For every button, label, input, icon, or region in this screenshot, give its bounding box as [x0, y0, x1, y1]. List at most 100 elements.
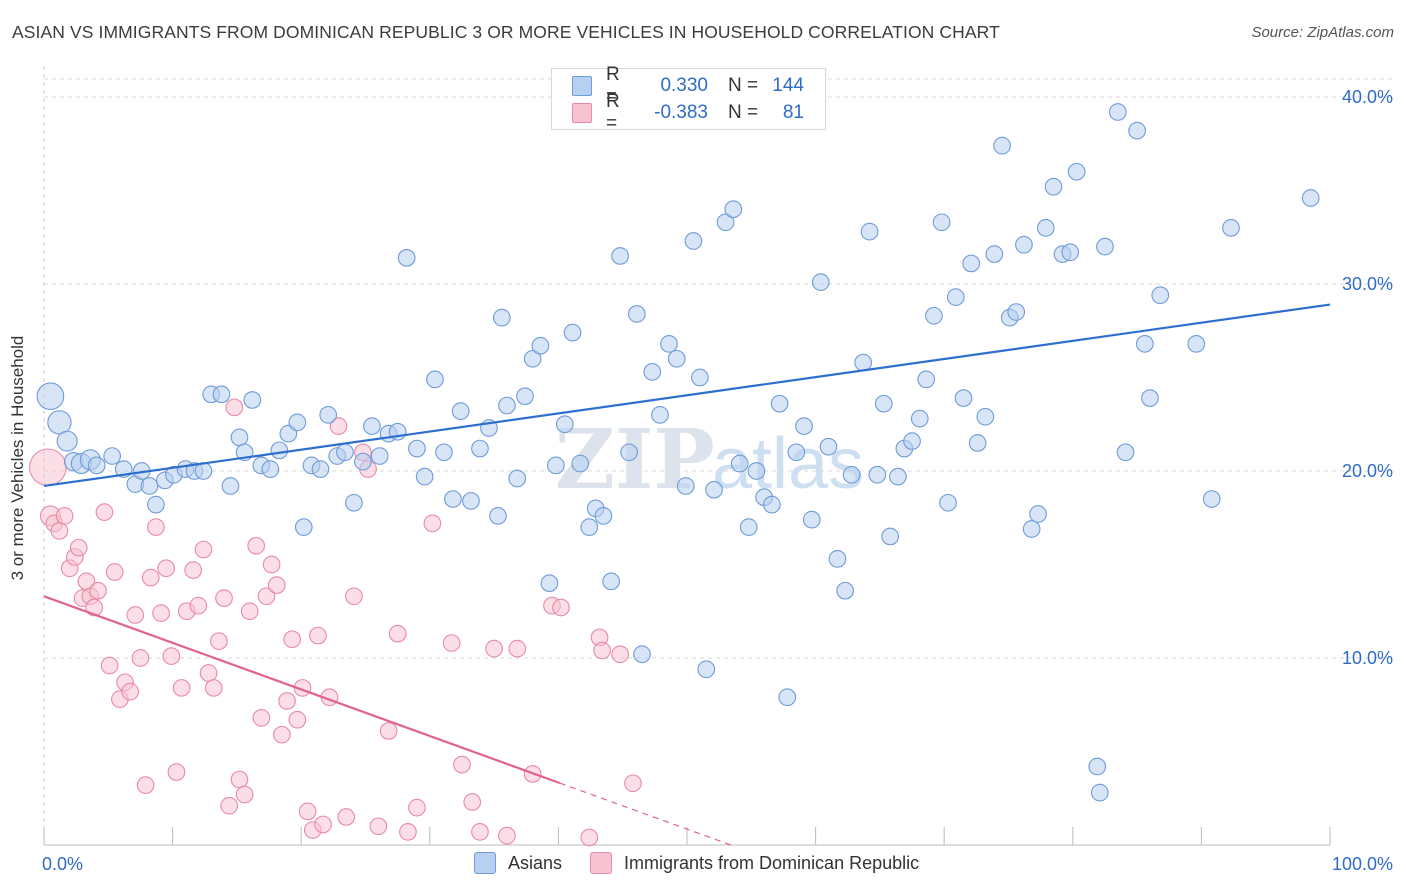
asians-swatch	[572, 76, 592, 96]
dominican-point	[278, 692, 296, 710]
dominican-point	[267, 576, 286, 594]
asian-point	[531, 336, 550, 355]
asian-point	[633, 645, 651, 664]
dominican-point	[283, 630, 302, 649]
dominican-point	[309, 626, 327, 645]
asian-point	[684, 232, 703, 250]
asian-point	[667, 349, 686, 368]
legend-item-asians[interactable]: Asians	[474, 852, 562, 874]
dominican-point	[100, 656, 119, 675]
asian-point	[580, 518, 599, 536]
asian-point	[435, 443, 453, 462]
asian-point	[370, 447, 389, 465]
stats-row-asians: R = 0.330 N = 144	[572, 64, 804, 107]
asian-point	[917, 370, 936, 389]
asian-point	[676, 477, 695, 495]
asian-point	[939, 493, 957, 512]
asian-point	[1036, 219, 1055, 237]
asian-point	[795, 417, 813, 435]
dominican-point	[408, 798, 426, 817]
asian-point	[787, 443, 806, 462]
asian-point	[56, 430, 78, 452]
stats-legend: R = 0.330 N = 144 R = -0.383 N = 81	[551, 64, 826, 134]
asian-point	[555, 415, 574, 434]
dominican-point	[262, 555, 281, 574]
asian-point	[1151, 286, 1170, 305]
asian-point	[319, 406, 338, 424]
dominican-point	[199, 664, 218, 682]
dominican-point	[580, 828, 599, 847]
n-value-dominican: 81	[782, 102, 804, 123]
asian-point	[489, 507, 507, 525]
asian-point	[976, 407, 995, 426]
x-tick-label: 100.0%	[1332, 854, 1393, 874]
asian-point	[1088, 757, 1107, 776]
n-label: N =	[728, 102, 759, 123]
asian-point	[594, 507, 613, 525]
asian-point	[523, 349, 542, 368]
asian-point	[462, 492, 480, 510]
y-tick-labels: 10.0% 20.0% 30.0% 40.0%	[1342, 87, 1393, 668]
asian-point	[881, 527, 900, 546]
asian-point	[660, 334, 678, 353]
dominican-point	[210, 632, 228, 651]
asian-point	[563, 323, 582, 342]
asian-point	[397, 248, 416, 267]
dominican-point	[50, 521, 69, 540]
y-axis-label: 3 or more Vehicles in Household	[8, 335, 27, 581]
dominican-point	[215, 589, 233, 608]
asian-point	[770, 394, 789, 413]
source-label: Source: ZipAtlas.com	[1251, 24, 1394, 41]
asian-point	[1096, 237, 1114, 256]
asian-point	[1015, 235, 1033, 254]
asian-point	[147, 495, 165, 514]
asian-point	[1007, 303, 1026, 321]
chart-title: ASIAN VS IMMIGRANTS FROM DOMINICAN REPUB…	[12, 22, 1000, 42]
asian-point	[1061, 243, 1080, 262]
r-label: R =	[606, 91, 620, 134]
asian-point	[1090, 783, 1109, 802]
x-tick-labels: 0.0% 100.0%	[42, 854, 1393, 874]
asian-point	[1135, 334, 1154, 353]
asian-point	[842, 465, 861, 484]
asian-point	[294, 518, 313, 536]
dominican-point	[147, 518, 165, 536]
legend-item-dominican[interactable]: Immigrants from Dominican Republic	[590, 852, 919, 874]
asian-point	[985, 245, 1004, 263]
dominican-point	[136, 776, 155, 795]
n-value-asians: 144	[772, 75, 804, 96]
asian-point	[230, 428, 249, 447]
dominican-point	[345, 587, 363, 606]
asian-point	[874, 394, 893, 413]
asian-point	[889, 467, 907, 486]
stats-row-dominican: R = -0.383 N = 81	[572, 91, 804, 134]
dominican-point	[162, 647, 181, 665]
asian-point	[993, 136, 1011, 155]
dominican-point	[235, 785, 254, 804]
dominican-point	[105, 563, 124, 581]
asian-point	[691, 368, 709, 387]
dominican-point	[423, 514, 442, 533]
asian-point	[498, 396, 516, 415]
asian-point	[354, 452, 372, 471]
asian-point	[1067, 162, 1086, 181]
asian-point	[811, 273, 830, 291]
dominican-point	[95, 503, 114, 521]
asian-point	[903, 432, 921, 450]
n-label: N =	[728, 75, 759, 96]
asian-point	[602, 572, 620, 591]
asian-point	[311, 460, 330, 478]
asian-point	[868, 465, 887, 484]
asian-point	[724, 200, 743, 219]
dominican-point	[220, 796, 239, 815]
dominican-point	[298, 802, 317, 821]
asian-point	[540, 574, 559, 593]
r-label: R =	[606, 64, 620, 107]
asian-point	[451, 402, 470, 421]
y-tick-label: 10.0%	[1342, 648, 1393, 668]
dominican-point	[252, 708, 271, 727]
dominican-point	[471, 823, 489, 841]
dominican-point	[126, 606, 145, 624]
dominican-point	[463, 793, 482, 811]
